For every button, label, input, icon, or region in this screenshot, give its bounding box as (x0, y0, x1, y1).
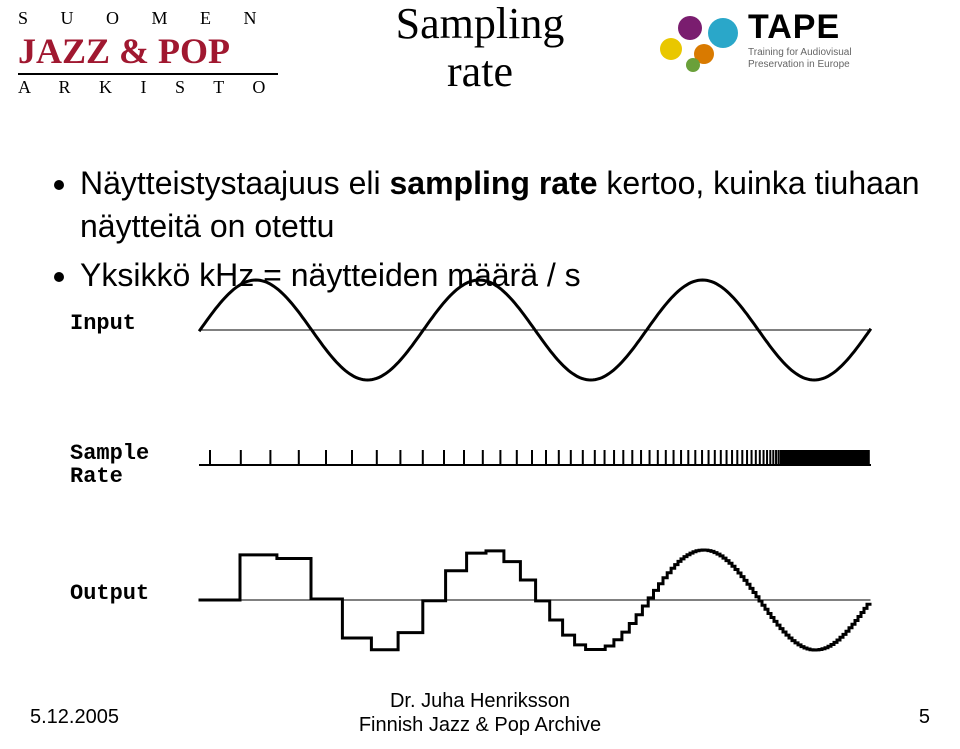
bullet-bold: sampling rate (389, 165, 597, 201)
label-output: Output (70, 582, 149, 605)
footer-author: Dr. Juha Henriksson Finnish Jazz & Pop A… (0, 689, 960, 737)
tape-text: TAPE Training for Audiovisual Preservati… (748, 8, 852, 71)
title-line-1: Sampling (396, 0, 565, 48)
bullet-item: Näytteistystaajuus eli sampling rate ker… (80, 162, 960, 248)
logo-jazz-pop: S U O M E N JAZZ & POP A R K I S T O (18, 8, 278, 103)
footer-author-1: Dr. Juha Henriksson (390, 690, 570, 712)
label-sample-2: Rate (70, 464, 123, 489)
footer-author-2: Finnish Jazz & Pop Archive (359, 714, 601, 736)
label-sample-rate: Sample Rate (70, 442, 149, 488)
tape-big: TAPE (748, 8, 852, 47)
diagram-svg (70, 270, 890, 690)
logo-tape: TAPE Training for Audiovisual Preservati… (650, 8, 940, 88)
logo-top-text: S U O M E N (18, 8, 278, 29)
slide: S U O M E N JAZZ & POP A R K I S T O Sam… (0, 0, 960, 749)
title-line-2: rate (447, 47, 513, 96)
footer-page: 5 (919, 706, 930, 729)
logo-bot-text: A R K I S T O (18, 73, 278, 98)
tape-small-2: Preservation in Europe (748, 59, 852, 71)
label-input: Input (70, 312, 136, 335)
tape-dots-icon (650, 8, 740, 78)
sampling-diagram: Input Sample Rate Output (70, 270, 890, 690)
logo-mid-text: JAZZ & POP (18, 33, 278, 69)
tape-small-1: Training for Audiovisual (748, 47, 852, 59)
slide-title: Sampling rate (330, 0, 630, 97)
header: S U O M E N JAZZ & POP A R K I S T O Sam… (0, 0, 960, 120)
label-sample-1: Sample (70, 441, 149, 466)
